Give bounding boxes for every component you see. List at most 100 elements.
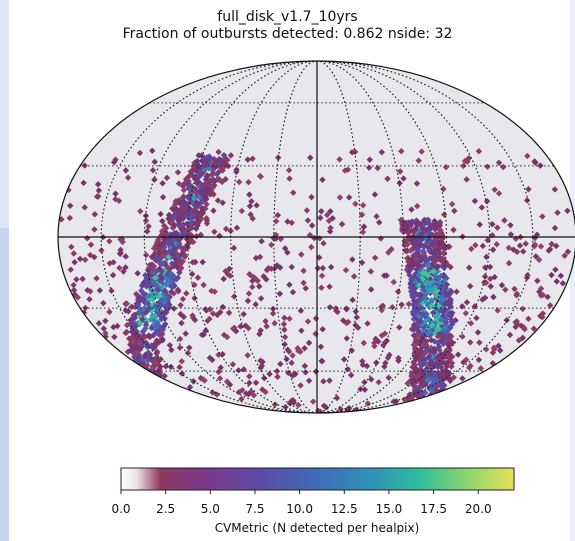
- healpix-pixel: [112, 156, 119, 163]
- healpix-pixel: [415, 271, 422, 279]
- healpix-pixel: [439, 240, 446, 247]
- healpix-pixel: [106, 260, 113, 267]
- healpix-pixel: [433, 263, 441, 270]
- healpix-pixel: [170, 213, 178, 221]
- healpix-pixel: [402, 221, 410, 228]
- healpix-pixel: [535, 256, 543, 263]
- healpix-pixel: [79, 275, 86, 283]
- healpix-pixel: [209, 190, 216, 197]
- healpix-pixel: [361, 386, 369, 393]
- healpix-pixel: [298, 327, 305, 334]
- healpix-pixel: [125, 308, 132, 315]
- healpix-pixel: [195, 200, 203, 208]
- healpix-pixel: [435, 302, 443, 309]
- healpix-pixel: [276, 290, 284, 298]
- healpix-pixel: [162, 309, 170, 316]
- healpix-pixel: [80, 179, 87, 187]
- healpix-pixel: [386, 351, 393, 359]
- healpix-pixel: [140, 279, 148, 286]
- healpix-pixel: [281, 314, 288, 322]
- healpix-pixel: [223, 378, 231, 385]
- healpix-pixel: [190, 207, 198, 214]
- healpix-pixel: [440, 340, 447, 348]
- healpix-pixel: [213, 391, 221, 398]
- healpix-pixel: [167, 231, 174, 238]
- healpix-pixel: [506, 331, 514, 339]
- healpix-pixel: [418, 389, 426, 396]
- healpix-pixel: [180, 186, 188, 194]
- healpix-pixel: [317, 214, 324, 222]
- healpix-pixel: [158, 268, 165, 275]
- healpix-pixel: [198, 331, 206, 339]
- healpix-pixel: [257, 357, 264, 364]
- healpix-pixel: [110, 323, 117, 331]
- healpix-pixel: [159, 217, 166, 225]
- healpix-pixel: [215, 158, 222, 165]
- healpix-pixel: [301, 345, 308, 352]
- healpix-pixel: [340, 356, 348, 363]
- healpix-pixel: [392, 398, 400, 405]
- healpix-pixel: [150, 365, 157, 372]
- healpix-pixel: [171, 245, 179, 252]
- healpix-pixel: [551, 224, 559, 232]
- healpix-pixel: [325, 217, 333, 225]
- healpix-pixel: [151, 340, 159, 347]
- healpix-pixel: [237, 323, 244, 330]
- healpix-pixel: [318, 272, 326, 279]
- healpix-pixel: [419, 310, 427, 318]
- healpix-pixel: [433, 316, 441, 323]
- healpix-pixel: [226, 265, 233, 273]
- healpix-pixel: [507, 231, 515, 238]
- healpix-pixel: [413, 266, 420, 273]
- healpix-pixel: [178, 370, 186, 377]
- healpix-pixel: [434, 274, 442, 282]
- healpix-pixel: [288, 263, 295, 271]
- healpix-pixel: [174, 169, 182, 176]
- healpix-pixel: [333, 307, 340, 315]
- healpix-pixel: [245, 390, 252, 398]
- healpix-pixel: [405, 300, 413, 308]
- healpix-pixel: [424, 226, 431, 233]
- healpix-pixel: [148, 306, 155, 314]
- healpix-pixel: [422, 270, 429, 278]
- healpix-pixel: [166, 265, 174, 272]
- healpix-pixel: [308, 193, 315, 201]
- healpix-pixel: [176, 344, 184, 351]
- healpix-pixel: [112, 190, 119, 197]
- healpix-pixel: [180, 193, 187, 200]
- healpix-pixel: [352, 200, 359, 208]
- healpix-pixel: [440, 368, 447, 375]
- healpix-pixel: [108, 287, 115, 294]
- healpix-pixel: [443, 334, 450, 342]
- healpix-pixel: [179, 295, 187, 303]
- healpix-pixel: [385, 374, 392, 381]
- healpix-pixel: [441, 325, 448, 332]
- healpix-pixel: [250, 391, 258, 399]
- healpix-pixel: [150, 245, 158, 252]
- healpix-pixel: [242, 322, 249, 329]
- healpix-pixel: [521, 326, 528, 333]
- healpix-pixel: [373, 213, 380, 220]
- healpix-pixel: [269, 310, 277, 317]
- healpix-pixel: [257, 173, 264, 180]
- colorbar-tick-label: 15.0: [376, 502, 403, 516]
- healpix-pixel: [502, 286, 509, 293]
- healpix-pixel: [531, 241, 539, 248]
- healpix-pixel: [193, 179, 201, 187]
- healpix-pixel: [431, 223, 438, 230]
- healpix-pixel: [180, 247, 188, 254]
- healpix-pixel: [310, 398, 317, 405]
- healpix-pixel: [274, 373, 281, 381]
- healpix-pixel: [236, 178, 243, 186]
- healpix-pixel: [478, 204, 486, 211]
- healpix-pixel: [308, 222, 316, 229]
- healpix-pixel: [546, 302, 554, 309]
- healpix-pixel: [215, 176, 222, 183]
- healpix-pixel: [557, 272, 565, 280]
- healpix-pixel: [258, 362, 265, 369]
- healpix-pixel: [406, 264, 413, 272]
- healpix-pixel: [137, 208, 144, 215]
- healpix-pixel: [129, 338, 137, 346]
- healpix-pixel: [176, 261, 184, 268]
- healpix-pixel: [162, 225, 170, 232]
